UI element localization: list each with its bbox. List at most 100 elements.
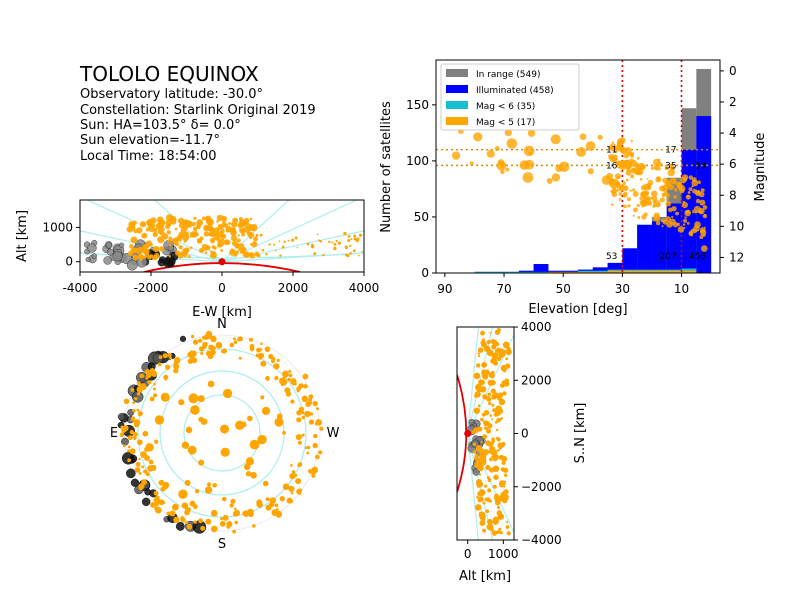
hist-magnitude-point: [681, 201, 689, 209]
sn-satellite: [501, 460, 506, 466]
sky-satellite: [165, 364, 171, 370]
ew-satellite: [204, 251, 208, 254]
sky-satellite: [181, 502, 189, 509]
sky-satellite: [208, 344, 214, 351]
ew-shadowed-satellite: [106, 248, 114, 256]
hist-bar-3: [563, 271, 578, 273]
sky-satellite: [200, 525, 206, 531]
sky-satellite: [150, 502, 156, 508]
sn-satellite: [482, 434, 488, 439]
ew-x-axis-label: E-W [km]: [192, 305, 252, 320]
sky-satellite: [270, 359, 275, 364]
sky-satellite: [184, 509, 190, 516]
hist-magnitude-point: [675, 211, 679, 216]
sn-satellite: [474, 504, 482, 511]
ew-satellite: [209, 237, 216, 244]
sn-satellite: [496, 448, 500, 452]
ew-satellite: [161, 233, 169, 240]
sky-satellite: [155, 495, 160, 500]
sky-satellite: [295, 478, 302, 485]
ew-satellite: [205, 245, 211, 251]
sky-satellite: [154, 439, 159, 444]
sky-satellite: [265, 376, 270, 381]
sky-satellite: [134, 432, 138, 437]
sky-satellite: [290, 491, 294, 495]
sn-satellite: [505, 520, 509, 523]
ew-satellite: [216, 220, 219, 223]
sky-satellite: [130, 417, 135, 422]
hist-magnitude-point: [699, 235, 704, 240]
hist-magnitude-point: [486, 149, 495, 158]
ew-satellite: [273, 243, 276, 246]
sn-satellite: [498, 446, 502, 450]
sky-shadowed-satellite: [126, 468, 136, 479]
ew-satellite: [144, 252, 150, 258]
hist-magnitude-point: [611, 157, 618, 163]
sky-satellite: [312, 442, 318, 449]
sn-satellite: [490, 388, 496, 394]
hist-bar-1: [592, 267, 608, 273]
sky-satellite: [207, 380, 215, 388]
hist-magnitude-point: [627, 204, 631, 208]
sky-satellite: [154, 415, 165, 425]
sn-satellite: [491, 394, 497, 400]
sky-satellite: [187, 351, 194, 358]
sn-satellite: [505, 525, 510, 529]
sn-satellite: [477, 352, 480, 355]
sky-satellite: [194, 488, 200, 494]
hist-magnitude-point: [630, 153, 635, 158]
hist-magnitude-point: [579, 133, 587, 141]
ew-x-tick-label: 4000: [349, 281, 380, 295]
hist-magnitude-point: [614, 181, 621, 188]
hist-magnitude-point: [634, 166, 641, 174]
ew-satellite: [174, 227, 178, 231]
sn-satellite: [480, 441, 483, 444]
ew-satellite: [358, 233, 363, 237]
sky-satellite: [185, 426, 193, 434]
hist-magnitude-point: [654, 164, 659, 170]
sn-satellite: [496, 327, 501, 332]
sky-satellite: [247, 457, 251, 462]
ew-satellite: [278, 240, 281, 243]
sn-satellite: [501, 455, 508, 462]
sn-satellite: [482, 501, 486, 505]
hist-magnitude-point: [691, 185, 694, 188]
ew-satellite: [191, 232, 197, 238]
sky-satellite: [198, 518, 203, 524]
sky-satellite: [192, 504, 198, 510]
ew-satellite: [209, 251, 217, 259]
sky-satellite: [204, 486, 213, 494]
hist-magnitude-point: [585, 141, 596, 151]
hist-y-axis-label: Number of satellites: [379, 101, 394, 233]
ew-satellite: [151, 223, 156, 228]
sky-satellite: [152, 393, 158, 398]
sky-satellite: [288, 369, 292, 373]
ew-satellite: [337, 241, 342, 245]
sky-satellite: [127, 435, 133, 441]
sn-x-axis-label: Alt [km]: [459, 569, 511, 584]
ew-satellite: [241, 232, 246, 237]
sky-satellite: [132, 409, 136, 413]
sky-satellite: [301, 433, 305, 437]
sky-satellite: [308, 419, 315, 425]
sky-satellite: [294, 473, 298, 477]
sky-satellite: [162, 353, 168, 359]
sn-satellite: [474, 391, 481, 398]
hist-magnitude-point: [701, 245, 708, 252]
sky-satellite: [173, 357, 181, 364]
hist-magnitude-tick-label: 12: [729, 250, 744, 264]
sky-satellite: [149, 368, 155, 374]
sky-satellite: [261, 406, 271, 416]
sn-satellite: [498, 527, 502, 531]
hist-magnitude-point: [700, 188, 705, 193]
ew-satellite: [145, 240, 152, 247]
sky-satellite: [149, 396, 155, 402]
sky-satellite: [247, 511, 254, 518]
sky-satellite: [243, 463, 251, 471]
legend-swatch: [446, 69, 468, 77]
ew-satellite: [141, 232, 148, 239]
sky-satellite: [273, 363, 280, 370]
hist-magnitude-tick-label: 6: [729, 157, 737, 171]
sn-satellite: [486, 396, 492, 402]
